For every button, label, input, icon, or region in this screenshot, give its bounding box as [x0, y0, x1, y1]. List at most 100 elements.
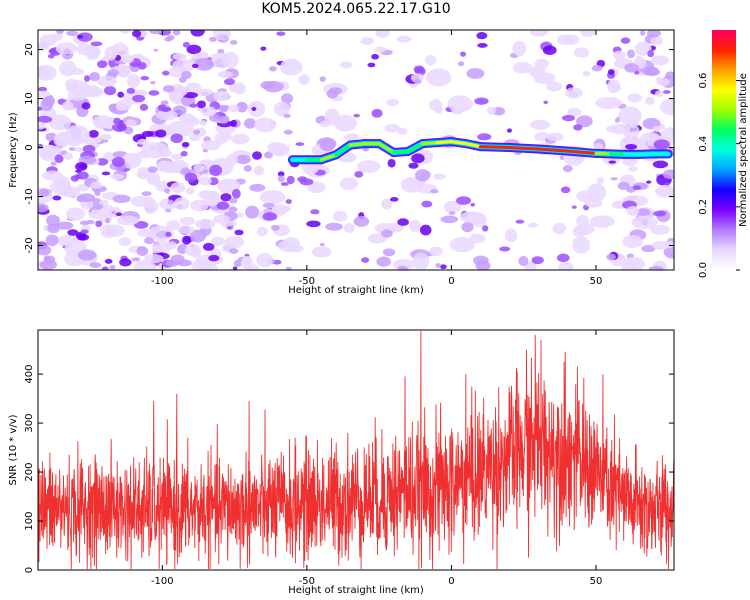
noise-blob: [640, 30, 646, 36]
noise-blob: [163, 85, 175, 93]
noise-blob: [512, 40, 527, 57]
noise-blob: [665, 71, 674, 80]
noise-blob: [89, 262, 102, 268]
y-tick-label: 200: [24, 462, 35, 481]
noise-blob: [593, 142, 604, 151]
noise-blob: [477, 43, 488, 48]
noise-blob: [477, 133, 492, 141]
noise-blob: [126, 73, 140, 89]
noise-blob: [133, 221, 149, 229]
noise-blob: [333, 210, 348, 222]
ridge-segment: [536, 147, 569, 153]
noise-blob: [632, 185, 642, 190]
noise-blob: [38, 203, 49, 213]
noise-blob: [371, 108, 383, 118]
ridge-segment: [478, 145, 511, 150]
noise-blob: [104, 258, 113, 264]
ridge-segment: [377, 142, 396, 154]
noise-blob: [414, 79, 422, 85]
noise-blob: [515, 219, 525, 224]
noise-blob: [55, 131, 70, 147]
noise-blob: [646, 30, 661, 38]
snr-x-axis-label: Height of straight line (km): [288, 585, 424, 596]
noise-blob: [443, 200, 462, 213]
ridge-segment: [507, 146, 540, 151]
noise-blob: [38, 245, 52, 256]
noise-blob: [262, 202, 275, 208]
noise-blob: [567, 107, 582, 117]
noise-blob: [527, 222, 539, 228]
noise-blob: [213, 90, 231, 102]
noise-blob: [96, 158, 109, 166]
noise-blob: [149, 30, 163, 35]
noise-blob: [608, 160, 617, 164]
colorbar-ticks: 0.0 0.2 0.4 0.6: [698, 73, 740, 278]
noise-blob: [319, 243, 325, 247]
noise-blob: [190, 199, 209, 212]
noise-blob: [95, 220, 103, 228]
colorbar-gradient: [712, 30, 736, 270]
noise-blob: [167, 199, 174, 205]
noise-blob: [112, 194, 131, 204]
noise-blob: [611, 84, 621, 92]
ridge-segment: [435, 140, 453, 145]
noise-blob: [283, 113, 291, 118]
noise-blob: [451, 107, 463, 115]
noise-blob: [376, 256, 392, 267]
noise-blob: [111, 156, 125, 167]
noise-blob: [67, 229, 79, 236]
ridge-segment: [464, 142, 482, 149]
noise-blob: [283, 129, 293, 135]
noise-blob: [654, 90, 664, 98]
noise-blob: [189, 133, 201, 142]
noise-blob: [181, 141, 190, 148]
noise-blob: [119, 258, 132, 267]
noise-blob: [473, 255, 489, 266]
noise-blob: [353, 216, 370, 227]
noise-blob: [83, 75, 91, 82]
noise-blob: [626, 206, 640, 216]
noise-blob: [106, 224, 125, 237]
noise-blob: [184, 172, 198, 183]
noise-blob: [655, 76, 663, 85]
noise-blob: [344, 133, 360, 141]
noise-blob: [65, 207, 85, 221]
noise-blob: [223, 78, 236, 86]
noise-blob: [141, 130, 154, 137]
noise-blob: [113, 117, 121, 125]
noise-blob: [408, 219, 421, 233]
noise-blob: [109, 264, 116, 270]
noise-blob: [217, 104, 230, 110]
noise-blob: [653, 139, 670, 150]
noise-blob: [613, 50, 626, 60]
noise-blob: [326, 89, 339, 99]
noise-blob: [319, 138, 336, 152]
noise-blob: [206, 61, 214, 67]
noise-blob: [486, 106, 497, 115]
noise-blob: [230, 39, 238, 45]
chart-title: KOM5.2024.065.22.17.G10: [261, 1, 451, 17]
noise-blob: [199, 119, 207, 127]
noise-blob: [426, 68, 452, 87]
colorbar-tick-label: 0.0: [698, 262, 709, 278]
noise-blob: [360, 37, 374, 46]
noise-blob: [397, 127, 408, 135]
noise-blob: [139, 103, 149, 111]
noise-blob: [634, 55, 644, 66]
noise-blob: [117, 91, 124, 98]
noise-blob: [428, 246, 444, 257]
noise-blob: [248, 100, 266, 118]
noise-blob: [591, 64, 603, 72]
colorbar-tick-label: 0.6: [698, 73, 709, 89]
noise-blob: [166, 241, 177, 250]
noise-blob: [201, 140, 222, 151]
x-tick-label: -50: [299, 276, 315, 287]
noise-blob: [148, 90, 160, 96]
noise-blob: [280, 58, 303, 76]
snr-frame: [37, 329, 675, 571]
noise-blob: [179, 216, 196, 226]
noise-blob: [120, 30, 131, 34]
noise-blob: [558, 261, 574, 270]
noise-blob: [353, 113, 360, 118]
